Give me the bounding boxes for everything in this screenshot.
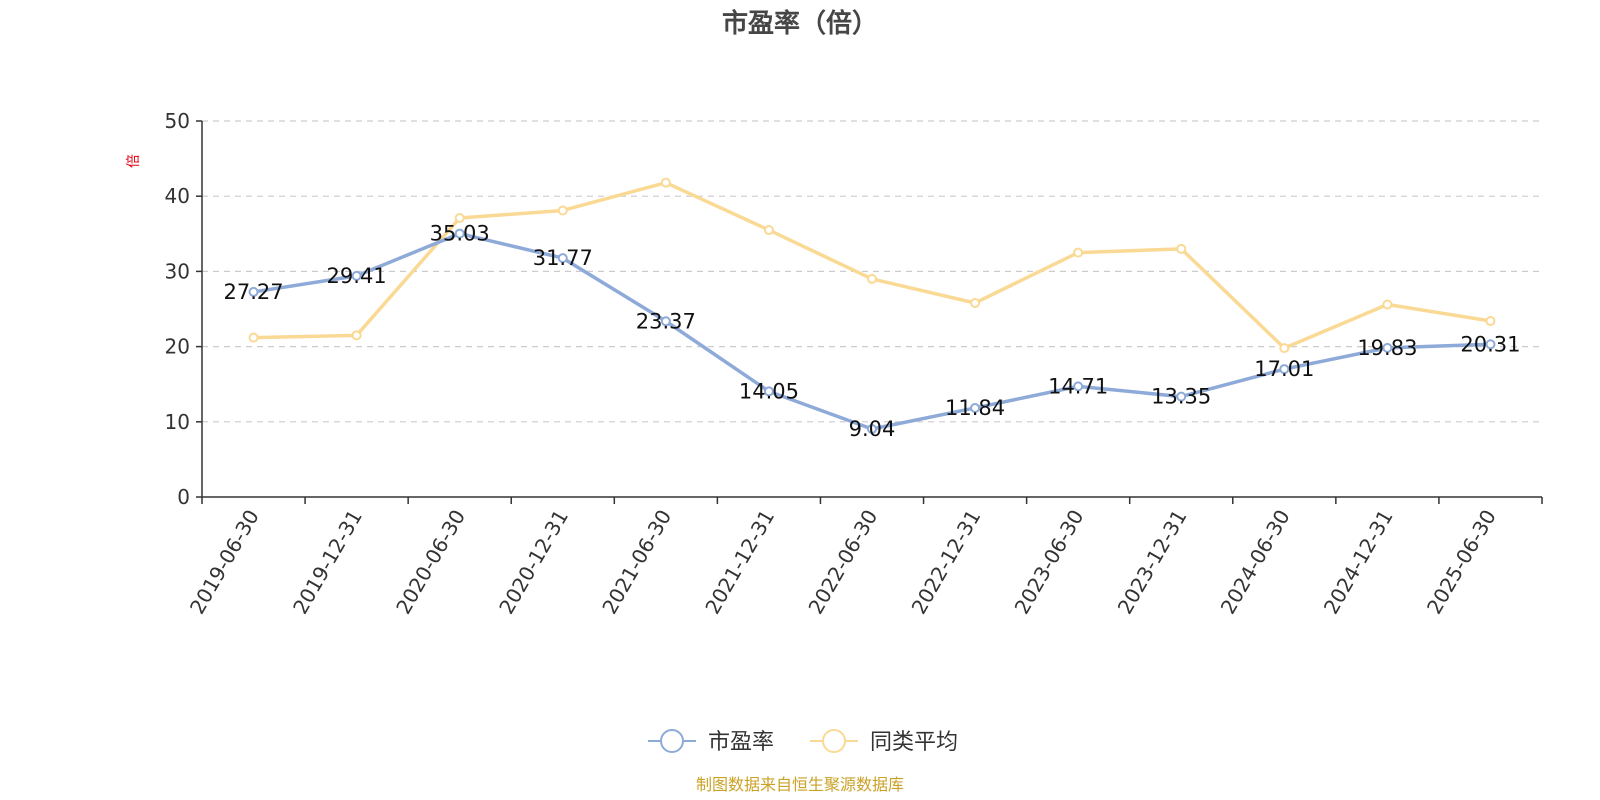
- data-label: 19.83: [1357, 336, 1417, 360]
- y-tick-label: 30: [165, 259, 190, 283]
- x-tick-label: 2019-06-30: [185, 506, 264, 619]
- data-point[interactable]: [867, 424, 877, 435]
- data-point[interactable]: [1279, 343, 1290, 354]
- data-point[interactable]: [248, 332, 259, 343]
- x-tick-label: 2020-12-31: [494, 506, 573, 619]
- source-note: 制图数据来自恒生聚源数据库: [696, 775, 904, 794]
- data-label: 31.77: [533, 246, 593, 270]
- legend-item[interactable]: 同类平均: [810, 729, 958, 755]
- data-point[interactable]: [763, 225, 774, 236]
- data-point[interactable]: [1176, 391, 1187, 402]
- data-point[interactable]: [970, 402, 981, 413]
- legend-marker-icon: [822, 729, 846, 753]
- data-labels: 27.27 29.41 35.03 31.77 23.37 14.05 9.04 11.84 1…: [223, 222, 1520, 441]
- data-point[interactable]: [1485, 339, 1496, 350]
- data-point[interactable]: [763, 386, 774, 397]
- data-label: 20.31: [1460, 332, 1520, 356]
- data-point[interactable]: [1176, 243, 1187, 254]
- series-line: [251, 180, 1493, 350]
- data-point[interactable]: [1382, 299, 1393, 310]
- data-point[interactable]: [351, 330, 362, 341]
- y-tick-label: 0: [177, 485, 190, 509]
- x-tick-label: 2021-06-30: [597, 506, 676, 619]
- data-label: 11.84: [945, 396, 1005, 420]
- legend-item[interactable]: 市盈率: [648, 729, 774, 755]
- x-tick-label: 2022-12-31: [907, 506, 986, 619]
- data-label: 9.04: [849, 417, 896, 441]
- axes: 0 10 20 30 40 50 2019-06-30 2019-12-31 2020-06-3…: [165, 109, 1543, 619]
- data-point[interactable]: [1073, 247, 1084, 258]
- data-label: 14.71: [1048, 374, 1108, 398]
- legend[interactable]: 市盈率 同类平均: [648, 729, 958, 755]
- data-label: 14.05: [739, 379, 799, 403]
- x-tick-label: 2019-12-31: [288, 506, 367, 619]
- data-point[interactable]: [557, 253, 568, 264]
- y-axis-unit-label: 倍: [126, 154, 142, 168]
- data-label: 27.27: [223, 280, 283, 304]
- data-point[interactable]: [1279, 364, 1290, 375]
- data-point[interactable]: [867, 273, 877, 284]
- x-tick-label: 2020-06-30: [391, 506, 470, 619]
- x-tick-label: 2025-06-30: [1422, 506, 1501, 619]
- data-point[interactable]: [1382, 342, 1393, 353]
- data-point[interactable]: [351, 270, 362, 281]
- data-point[interactable]: [454, 228, 465, 239]
- legend-marker-icon: [660, 729, 684, 753]
- x-tick-label: 2023-12-31: [1113, 506, 1192, 619]
- y-tick-label: 40: [165, 184, 190, 208]
- data-label: 13.35: [1151, 385, 1211, 409]
- data-label: 17.01: [1254, 357, 1314, 381]
- data-label: 23.37: [636, 309, 696, 333]
- data-point[interactable]: [1073, 381, 1084, 392]
- data-label: 29.41: [327, 264, 387, 288]
- data-point[interactable]: [557, 205, 568, 216]
- x-tick-label: 2023-06-30: [1010, 506, 1089, 619]
- x-tick-label: 2024-06-30: [1216, 506, 1295, 619]
- data-point[interactable]: [660, 177, 671, 188]
- x-tick-label: 2021-12-31: [700, 506, 779, 619]
- data-point[interactable]: [248, 286, 259, 297]
- data-point[interactable]: [660, 316, 671, 327]
- y-tick-label: 20: [165, 335, 190, 359]
- data-point[interactable]: [454, 213, 465, 224]
- y-tick-label: 50: [165, 109, 190, 133]
- chart-title: 市盈率（倍）: [722, 8, 878, 39]
- grid-lines: [202, 120, 1542, 423]
- data-point[interactable]: [1485, 316, 1496, 327]
- x-tick-label: 2024-12-31: [1319, 506, 1398, 619]
- x-tick-label: 2022-06-30: [803, 506, 882, 619]
- y-tick-label: 10: [165, 410, 190, 434]
- data-point[interactable]: [970, 297, 981, 308]
- series-line: [251, 231, 1493, 431]
- legend-label: 市盈率: [708, 730, 774, 755]
- legend-label: 同类平均: [870, 730, 958, 755]
- data-label: 35.03: [430, 222, 490, 246]
- series-lines: [248, 177, 1496, 435]
